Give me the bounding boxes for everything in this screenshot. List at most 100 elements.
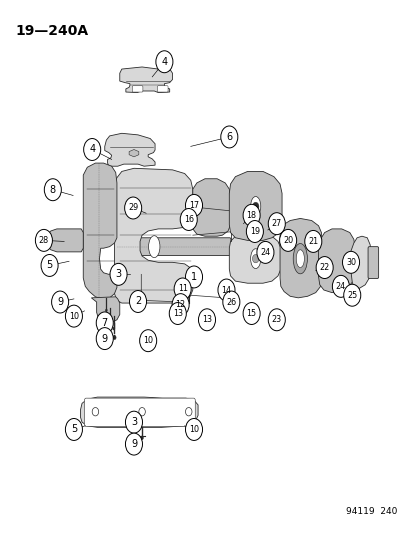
Text: 19: 19 [249,227,259,236]
Polygon shape [279,219,322,298]
Text: 10: 10 [69,312,79,321]
Circle shape [185,266,202,288]
Circle shape [185,408,192,416]
Text: 1: 1 [190,272,197,282]
Circle shape [140,436,143,440]
Polygon shape [91,297,119,323]
Text: 30: 30 [345,258,355,267]
Circle shape [110,263,127,285]
Ellipse shape [148,236,159,257]
Text: 22: 22 [319,263,329,272]
Circle shape [124,197,141,219]
Polygon shape [129,149,138,157]
Text: 19—240A: 19—240A [15,23,88,38]
Circle shape [52,291,69,313]
Text: 94119  240: 94119 240 [346,507,397,516]
Polygon shape [104,133,155,166]
Polygon shape [119,67,172,93]
Circle shape [41,254,58,277]
Text: 10: 10 [143,336,153,345]
Circle shape [125,433,142,455]
Polygon shape [83,163,116,299]
Circle shape [169,303,186,325]
FancyBboxPatch shape [84,398,195,426]
Ellipse shape [41,232,50,248]
Text: 7: 7 [101,318,108,328]
Text: 24: 24 [335,282,345,291]
FancyBboxPatch shape [116,238,230,255]
Circle shape [268,309,285,331]
Ellipse shape [250,197,260,216]
Circle shape [138,408,145,416]
Text: 23: 23 [271,316,281,324]
Circle shape [316,256,332,279]
Text: 17: 17 [188,201,199,210]
Text: 4: 4 [161,56,167,67]
Text: 10: 10 [189,425,199,434]
Ellipse shape [250,249,260,269]
Circle shape [65,418,82,440]
Text: 2: 2 [135,296,141,306]
Text: 3: 3 [131,417,137,427]
Circle shape [65,305,82,327]
Text: 9: 9 [131,439,137,449]
Text: 4: 4 [89,144,95,155]
Circle shape [125,411,142,433]
Text: 3: 3 [115,269,121,279]
Circle shape [342,252,358,273]
Circle shape [113,335,116,340]
Circle shape [185,418,202,440]
Circle shape [44,179,61,201]
Circle shape [35,229,52,252]
Circle shape [112,327,115,330]
Circle shape [105,309,107,312]
Polygon shape [229,172,281,240]
Circle shape [268,213,285,235]
Text: 5: 5 [46,261,52,270]
Circle shape [279,229,296,252]
Circle shape [129,290,146,312]
Polygon shape [45,229,83,252]
Text: 6: 6 [226,132,232,142]
Circle shape [332,276,349,297]
Text: 18: 18 [246,211,256,220]
Text: 11: 11 [177,285,187,294]
Text: 28: 28 [39,236,49,245]
Text: 13: 13 [202,316,211,324]
Polygon shape [318,229,354,293]
Circle shape [172,294,189,316]
Circle shape [222,291,239,313]
Circle shape [220,126,237,148]
Circle shape [242,303,259,325]
Polygon shape [350,236,370,288]
Text: 5: 5 [71,424,77,434]
Text: 26: 26 [226,297,236,306]
Circle shape [83,139,100,160]
Text: 12: 12 [175,300,185,309]
Polygon shape [80,397,197,427]
Text: 29: 29 [128,204,138,213]
Circle shape [139,330,156,352]
Circle shape [256,241,273,263]
Ellipse shape [296,250,304,268]
Circle shape [252,254,258,263]
Circle shape [185,195,202,216]
Text: 9: 9 [57,297,63,307]
Text: 24: 24 [260,248,270,257]
Text: 21: 21 [308,237,318,246]
Text: 8: 8 [50,185,56,195]
Text: 16: 16 [183,215,193,224]
Circle shape [156,51,173,72]
Text: 13: 13 [172,309,183,318]
Circle shape [106,335,109,340]
Polygon shape [192,179,230,236]
FancyBboxPatch shape [132,86,142,92]
FancyBboxPatch shape [157,86,168,92]
Circle shape [96,312,113,334]
Circle shape [343,284,360,306]
Circle shape [96,328,113,350]
Text: 15: 15 [246,309,256,318]
Text: 25: 25 [346,290,356,300]
Text: 27: 27 [271,219,281,228]
FancyBboxPatch shape [367,247,378,279]
